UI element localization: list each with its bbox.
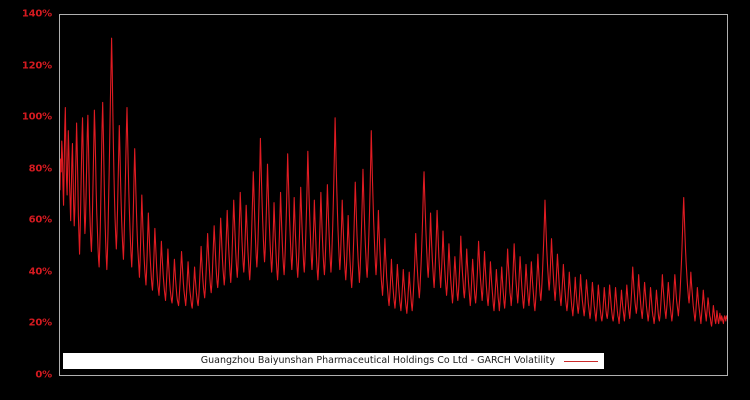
y-tick-label: 20% [28,317,53,329]
y-tick-label: 40% [28,266,53,278]
plot-area [59,14,728,376]
series-polyline [60,37,727,327]
y-tick-label: 80% [28,163,53,175]
line-swatch-icon [564,360,598,362]
y-tick-label: 140% [21,8,52,20]
y-tick-label: 60% [28,214,53,226]
y-tick-label: 100% [21,111,52,123]
legend-label: Guangzhou Baiyunshan Pharmaceutical Hold… [200,355,555,367]
y-tick-label: 120% [21,60,52,72]
legend: Guangzhou Baiyunshan Pharmaceutical Hold… [63,353,604,369]
y-tick-label: 0% [35,369,52,381]
volatility-series-line [60,37,727,327]
y-axis: 0% 20% 40% 60% 80% 100% 120% 140% [0,0,59,400]
